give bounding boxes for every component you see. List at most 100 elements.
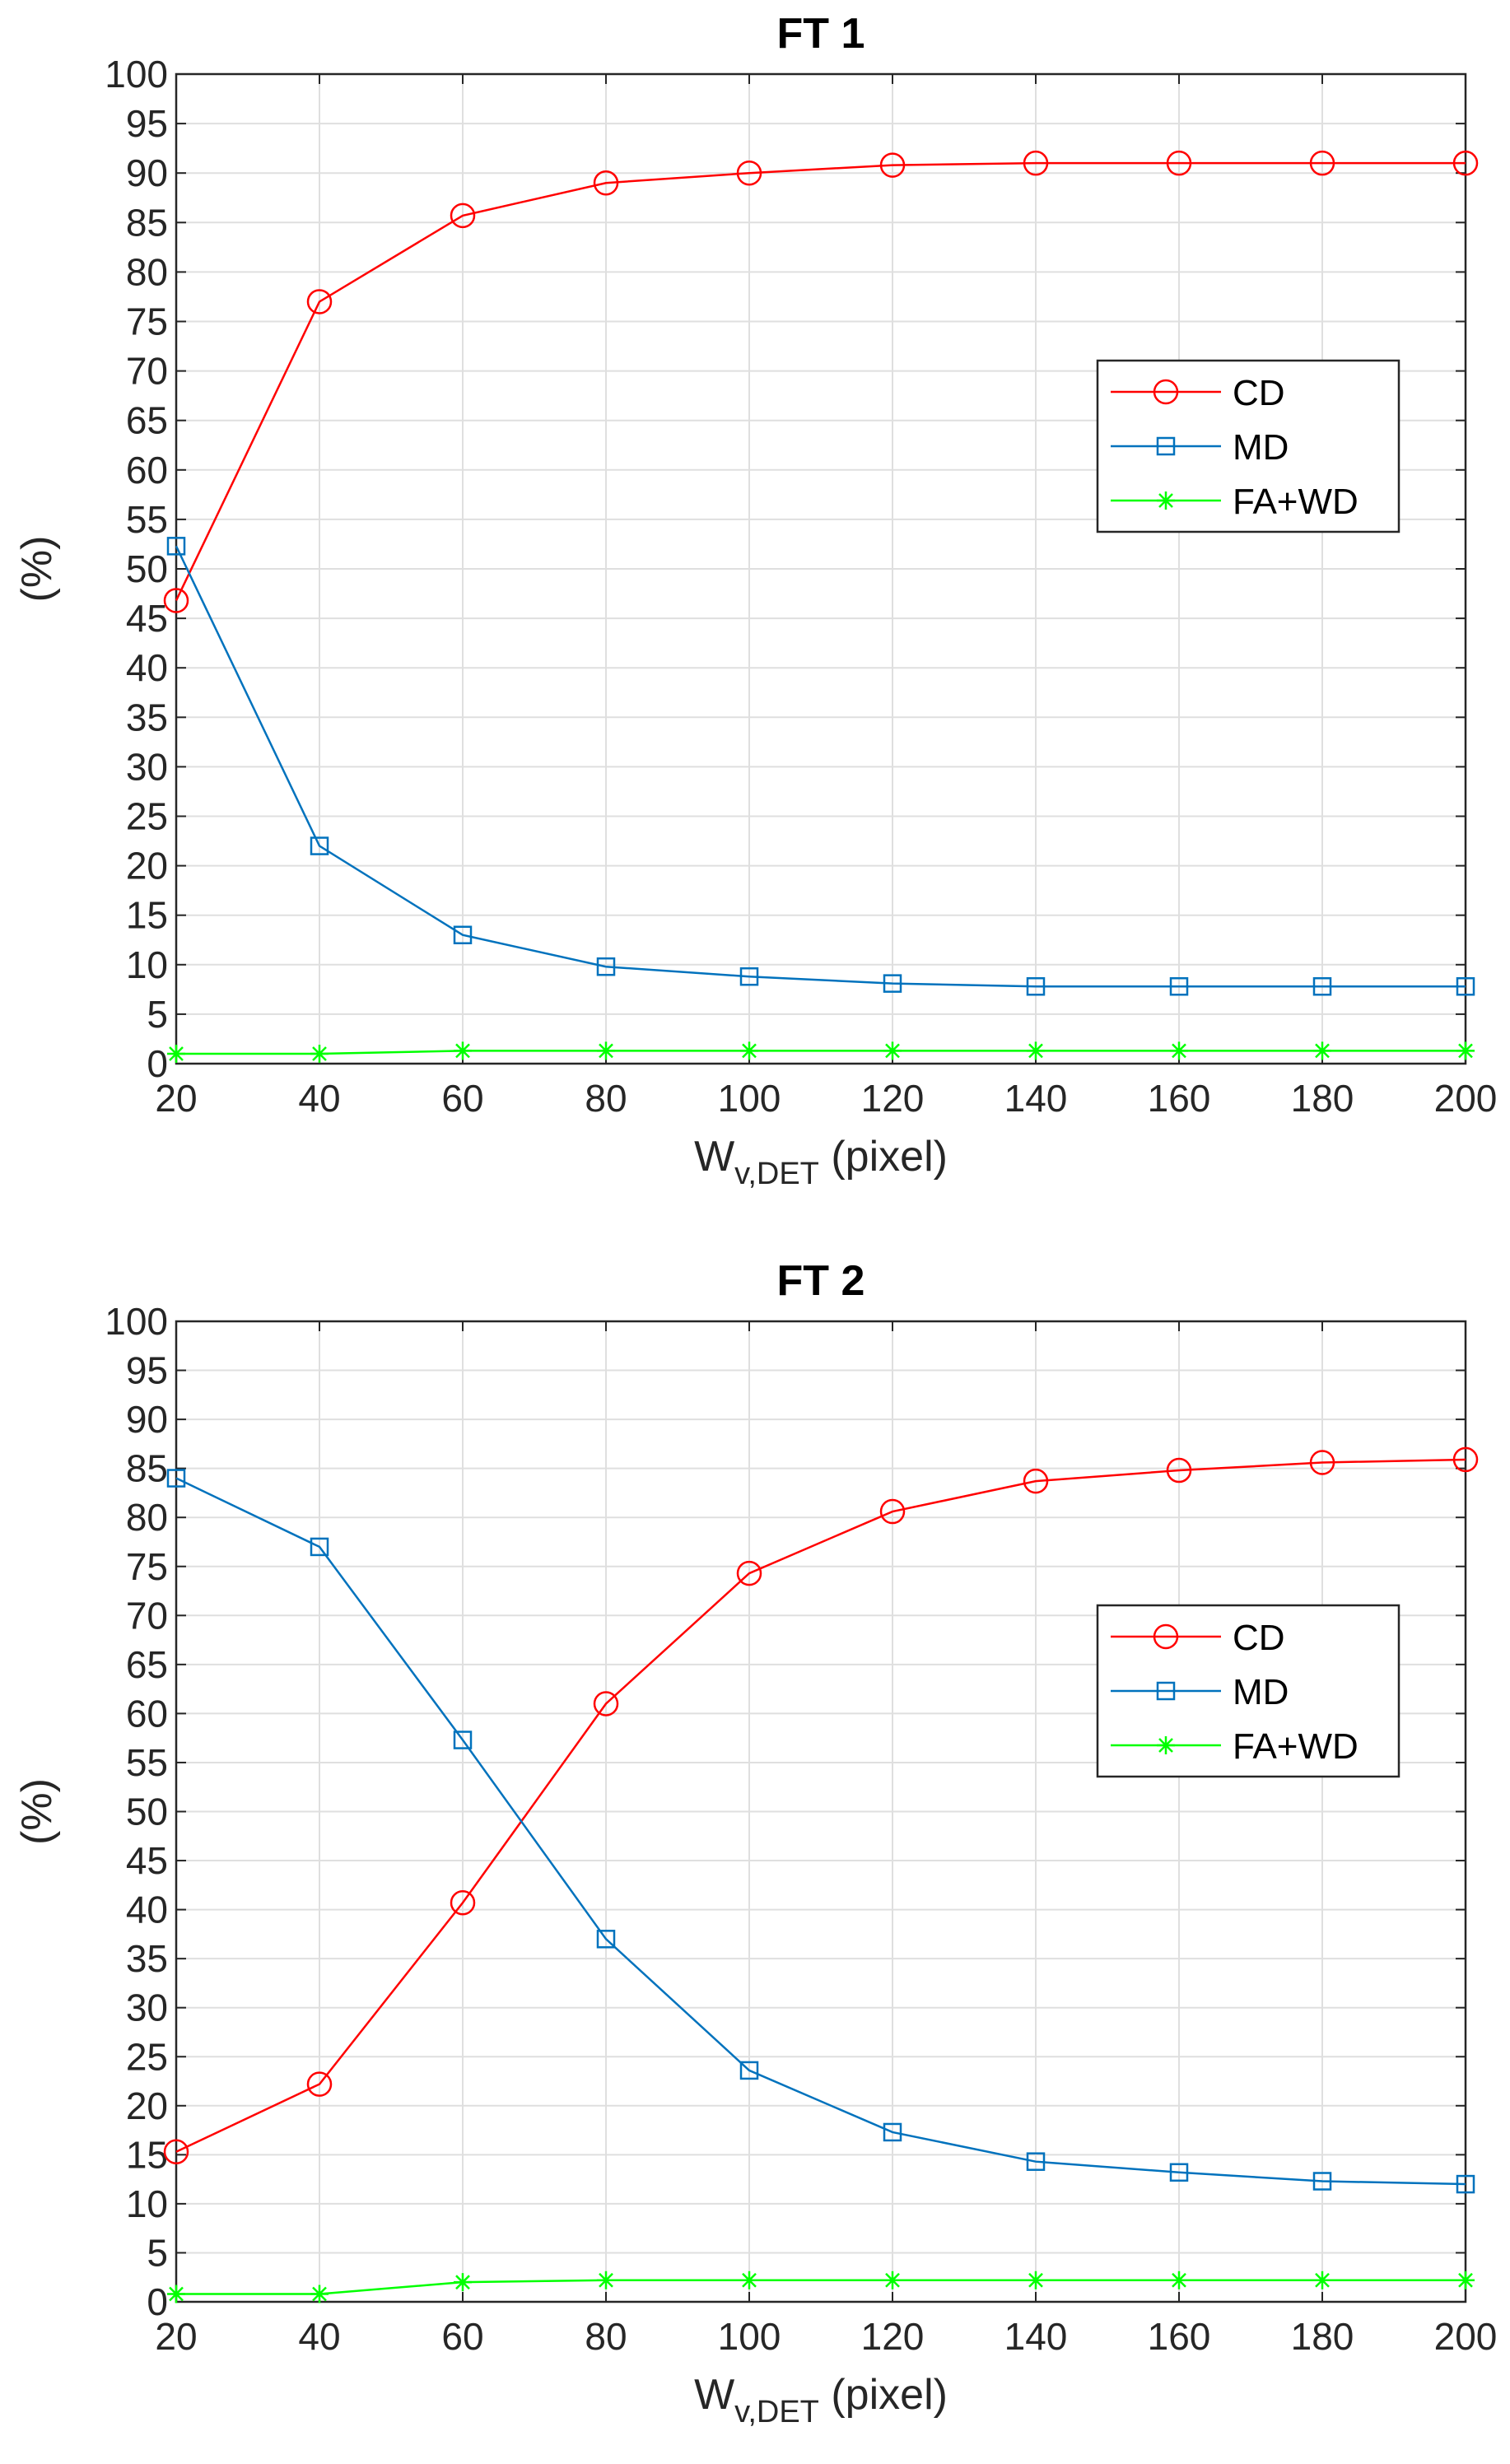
- x-tick-label: 80: [585, 2315, 627, 2358]
- y-axis-label: (%): [13, 1778, 61, 1845]
- y-tick-label: 25: [126, 2035, 168, 2078]
- data-point-cd: [879, 1498, 906, 1525]
- y-tick-label: 10: [126, 2182, 168, 2225]
- y-tick-label: 60: [126, 449, 168, 491]
- data-point-fa-wd: [1313, 1041, 1331, 1060]
- data-point-fa-wd: [740, 2271, 758, 2289]
- x-tick-label: 20: [155, 1077, 197, 1120]
- y-tick-label: 70: [126, 350, 168, 393]
- y-tick-label: 5: [147, 2231, 168, 2274]
- legend-label: MD: [1233, 427, 1289, 468]
- x-tick-label: 100: [718, 1077, 781, 1120]
- data-point-fa-wd: [1027, 1041, 1045, 1060]
- data-point-md: [739, 2061, 759, 2080]
- y-tick-label: 15: [126, 2133, 168, 2176]
- data-point-md: [1312, 976, 1332, 996]
- y-tick-label: 45: [126, 1839, 168, 1882]
- data-point-md: [739, 967, 759, 986]
- y-tick-label: 90: [126, 151, 168, 194]
- legend-label: CD: [1233, 373, 1285, 413]
- data-point-md: [166, 537, 186, 556]
- x-tick-label: 20: [155, 2315, 197, 2358]
- y-tick-label: 20: [126, 2084, 168, 2127]
- y-tick-label: 0: [147, 1042, 168, 1085]
- data-point-fa-wd: [310, 1044, 329, 1063]
- y-axis-label: (%): [13, 536, 61, 603]
- y-tick-label: 50: [126, 547, 168, 590]
- data-point-md: [596, 1930, 616, 1949]
- data-point-fa-wd: [1313, 2271, 1331, 2289]
- data-point-md: [1026, 976, 1046, 996]
- data-point-md: [453, 925, 473, 944]
- y-tick-label: 65: [126, 399, 168, 442]
- y-tick-label: 75: [126, 1545, 168, 1588]
- data-point-md: [1312, 2172, 1332, 2191]
- y-tick-label: 90: [126, 1398, 168, 1441]
- data-point-cd: [1023, 150, 1049, 176]
- data-point-cd: [1309, 150, 1335, 176]
- data-point-fa-wd: [740, 1041, 758, 1060]
- data-point-md: [1169, 976, 1189, 996]
- y-tick-label: 15: [126, 894, 168, 937]
- data-point-md: [166, 1469, 186, 1488]
- legend-label: FA+WD: [1233, 1726, 1359, 1767]
- data-point-cd: [306, 289, 333, 314]
- data-point-fa-wd: [1027, 2271, 1045, 2289]
- data-point-cd: [736, 1560, 762, 1586]
- data-point-cd: [736, 160, 762, 186]
- data-point-cd: [593, 1691, 619, 1716]
- data-point-fa-wd: [1456, 2271, 1475, 2289]
- x-tick-label: 160: [1148, 2315, 1211, 2358]
- x-tick-label: 80: [585, 1077, 627, 1120]
- legend-label: FA+WD: [1233, 482, 1359, 522]
- y-tick-label: 20: [126, 845, 168, 887]
- y-tick-label: 55: [126, 498, 168, 541]
- y-tick-label: 35: [126, 1937, 168, 1980]
- y-tick-label: 25: [126, 795, 168, 838]
- x-tick-label: 160: [1148, 1077, 1211, 1120]
- x-axis-label-unit: (pixel): [819, 2371, 948, 2419]
- legend-marker: [1153, 1623, 1179, 1650]
- data-point-fa-wd: [1170, 1041, 1188, 1060]
- legend-marker: [1153, 379, 1179, 405]
- y-tick-label: 70: [126, 1594, 168, 1637]
- y-tick-label: 65: [126, 1643, 168, 1686]
- series-line-md: [175, 545, 1466, 988]
- x-axis-label: Wv,DET (pixel): [694, 2371, 948, 2429]
- data-point-fa-wd: [1170, 2271, 1188, 2289]
- data-point-md: [1169, 2163, 1189, 2182]
- y-tick-label: 55: [126, 1741, 168, 1784]
- data-point-md: [1026, 2152, 1046, 2171]
- y-tick-label: 95: [126, 102, 168, 145]
- data-point-md: [1456, 2174, 1475, 2194]
- x-axis-label-subscript: v,DET: [734, 1157, 819, 1191]
- y-tick-label: 45: [126, 597, 168, 640]
- data-point-fa-wd: [310, 2285, 329, 2303]
- y-tick-label: 35: [126, 696, 168, 738]
- data-point-cd: [306, 2071, 333, 2097]
- x-tick-label: 120: [861, 1077, 925, 1120]
- y-tick-label: 30: [126, 1987, 168, 2029]
- y-tick-label: 80: [126, 250, 168, 293]
- y-tick-label: 50: [126, 1791, 168, 1833]
- chart-title: FT 1: [777, 10, 865, 58]
- data-point-cd: [1166, 150, 1192, 176]
- x-tick-label: 180: [1291, 2315, 1354, 2358]
- legend-marker: [1156, 436, 1176, 456]
- data-point-cd: [1023, 1468, 1049, 1494]
- y-tick-label: 80: [126, 1496, 168, 1539]
- data-point-fa-wd: [167, 1044, 185, 1063]
- x-tick-label: 120: [861, 2315, 925, 2358]
- legend-marker: [1157, 1736, 1175, 1754]
- y-tick-label: 5: [147, 993, 168, 1036]
- data-point-fa-wd: [597, 1041, 615, 1060]
- x-axis-label-unit: (pixel): [819, 1133, 948, 1181]
- data-point-fa-wd: [597, 2271, 615, 2289]
- series-line-fa-wd: [176, 1050, 1466, 1055]
- data-point-md: [883, 974, 902, 993]
- y-tick-label: 85: [126, 1447, 168, 1490]
- x-tick-label: 140: [1004, 1077, 1068, 1120]
- data-point-cd: [879, 152, 906, 178]
- y-tick-label: 0: [147, 2280, 168, 2323]
- data-point-md: [310, 1537, 329, 1557]
